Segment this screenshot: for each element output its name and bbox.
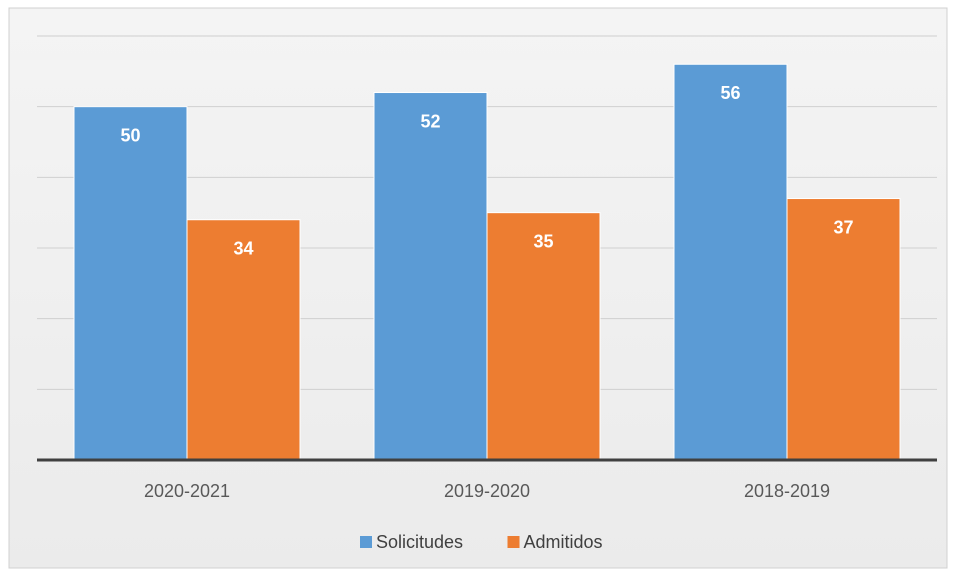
data-label: 50 <box>120 125 140 145</box>
data-label: 35 <box>533 231 553 251</box>
legend-label: Admitidos <box>524 532 603 552</box>
bar <box>373 92 488 461</box>
legend-label: Solicitudes <box>376 532 463 552</box>
bar <box>186 219 301 461</box>
legend-swatch <box>507 536 520 548</box>
bar <box>786 198 901 461</box>
bar <box>486 212 601 461</box>
data-label: 34 <box>233 238 253 258</box>
legend-swatch <box>360 536 372 548</box>
x-tick-label: 2018-2019 <box>744 481 830 501</box>
data-label: 52 <box>420 111 440 131</box>
x-tick-label: 2020-2021 <box>144 481 230 501</box>
data-label: 37 <box>833 217 853 237</box>
bar <box>73 106 188 461</box>
x-tick-label: 2019-2020 <box>444 481 530 501</box>
data-label: 56 <box>720 83 740 103</box>
bar <box>673 63 788 461</box>
